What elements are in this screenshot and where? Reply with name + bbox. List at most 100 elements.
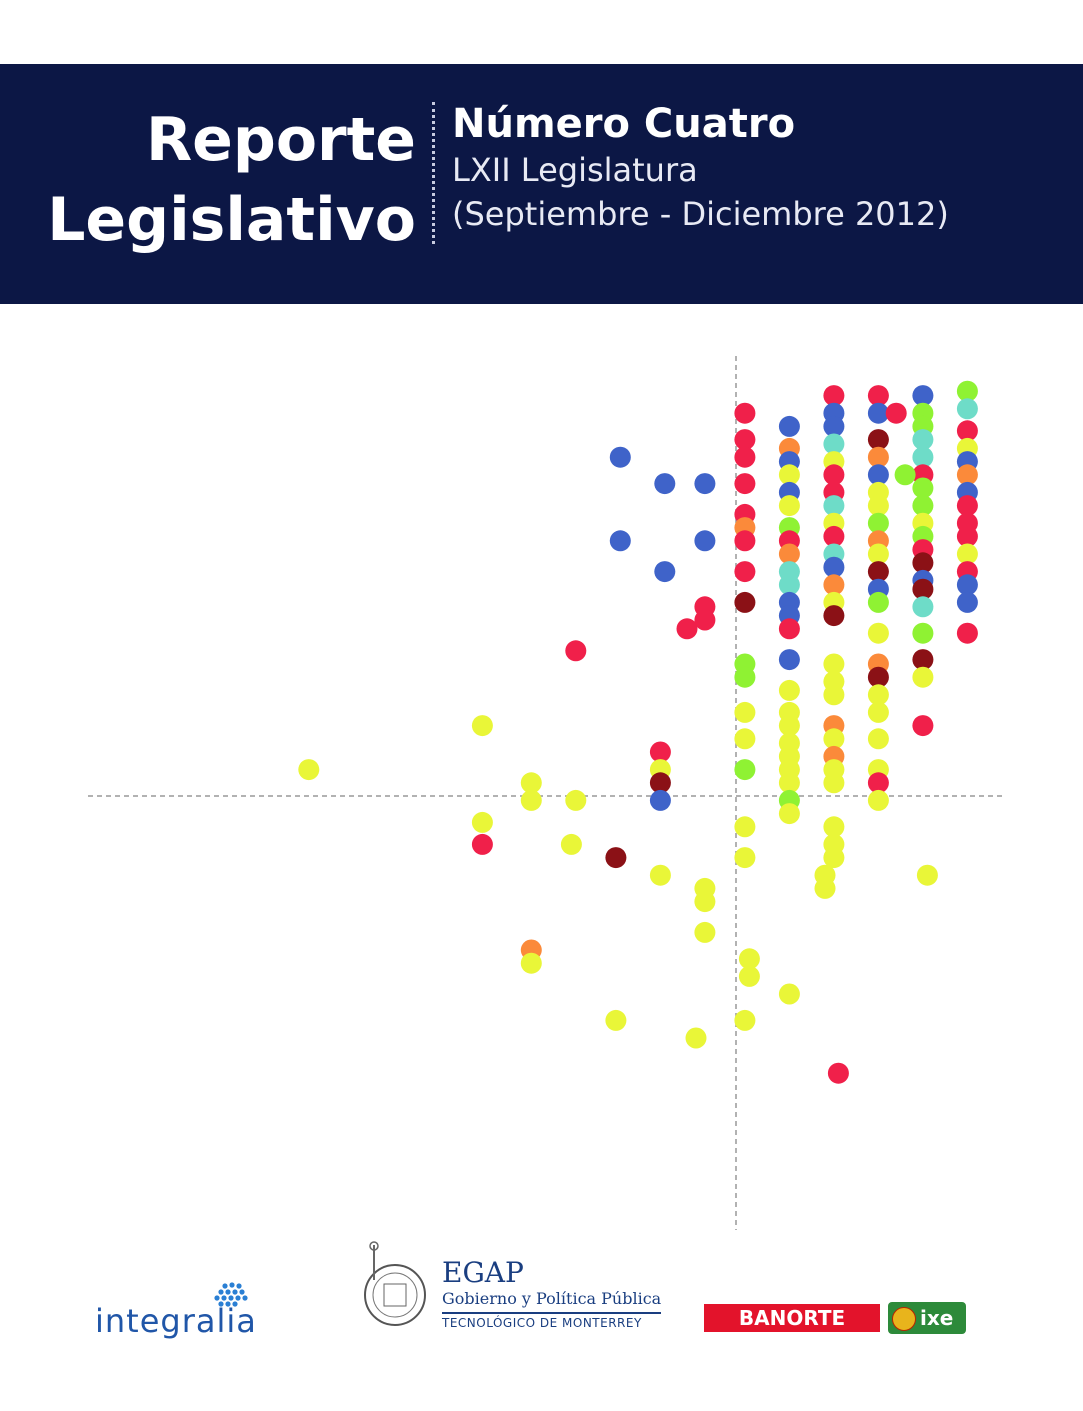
- data-point-34: [778, 679, 800, 701]
- data-point-142: [471, 715, 493, 737]
- data-point-87: [867, 622, 889, 644]
- data-point-154: [605, 847, 627, 869]
- data-point-158: [694, 921, 716, 943]
- data-point-102: [894, 464, 916, 486]
- data-point-32: [778, 618, 800, 640]
- data-point-115: [912, 715, 934, 737]
- data-point-14: [734, 816, 756, 838]
- data-point-144: [649, 741, 671, 763]
- integralia-logo: integralia: [95, 1280, 305, 1340]
- data-point-16: [738, 948, 760, 970]
- data-point-152: [471, 833, 493, 855]
- data-point-131: [956, 622, 978, 644]
- data-point-143: [298, 759, 320, 781]
- data-point-33: [778, 649, 800, 671]
- data-point-75: [885, 402, 907, 424]
- data-point-76: [867, 429, 889, 451]
- data-point-95: [867, 789, 889, 811]
- data-point-19: [778, 415, 800, 437]
- data-point-44: [823, 385, 845, 407]
- data-point-94: [867, 772, 889, 794]
- data-point-110: [912, 578, 934, 600]
- egap-title: EGAP: [442, 1256, 524, 1289]
- period-label: (Septiembre - Diciembre 2012): [452, 195, 949, 233]
- legislature-label: LXII Legislatura: [452, 151, 698, 189]
- data-point-69: [823, 847, 845, 869]
- title-divider: [432, 102, 435, 244]
- integralia-dots-icon: [214, 1282, 248, 1307]
- data-point-136: [694, 530, 716, 552]
- data-point-90: [867, 684, 889, 706]
- data-point-129: [956, 574, 978, 596]
- ixe-wordmark: ixe: [920, 1306, 954, 1330]
- data-point-149: [520, 789, 542, 811]
- data-point-49: [823, 464, 845, 486]
- data-point-84: [867, 561, 889, 583]
- data-point-71: [814, 877, 836, 899]
- data-point-114: [912, 666, 934, 688]
- data-point-10: [734, 666, 756, 688]
- data-point-55: [823, 556, 845, 578]
- banorte-wordmark: BANORTE: [738, 1306, 846, 1330]
- data-point-147: [649, 789, 671, 811]
- data-point-40: [778, 772, 800, 794]
- header-banner: [0, 64, 1083, 304]
- data-point-56: [823, 574, 845, 596]
- data-point-13: [734, 759, 756, 781]
- data-point-157: [694, 891, 716, 913]
- data-point-2: [734, 446, 756, 468]
- data-point-36: [778, 715, 800, 737]
- data-point-15: [734, 847, 756, 869]
- data-point-29: [778, 574, 800, 596]
- integralia-wordmark: integralia: [95, 1302, 257, 1340]
- data-point-1: [734, 429, 756, 451]
- data-point-137: [654, 561, 676, 583]
- data-point-11: [734, 701, 756, 723]
- data-point-140: [676, 618, 698, 640]
- data-point-111: [912, 596, 934, 618]
- data-point-134: [694, 473, 716, 495]
- data-point-150: [565, 789, 587, 811]
- data-point-104: [912, 495, 934, 517]
- data-point-73: [867, 385, 889, 407]
- data-point-119: [956, 420, 978, 442]
- data-point-74: [867, 402, 889, 424]
- data-point-67: [823, 816, 845, 838]
- data-point-81: [867, 512, 889, 534]
- tec-seal-icon: [364, 1241, 426, 1326]
- data-point-43: [778, 983, 800, 1005]
- data-point-141: [565, 640, 587, 662]
- data-point-148: [520, 772, 542, 794]
- egap-subtitle: Gobierno y Política Pública: [442, 1288, 662, 1314]
- data-point-112: [912, 622, 934, 644]
- data-point-47: [823, 433, 845, 455]
- data-point-72: [827, 1062, 849, 1084]
- data-point-155: [649, 864, 671, 886]
- data-point-58: [823, 605, 845, 627]
- data-point-91: [867, 701, 889, 723]
- ixe-logo: ixe: [888, 1302, 966, 1334]
- data-point-124: [956, 495, 978, 517]
- data-point-133: [654, 473, 676, 495]
- data-point-160: [520, 952, 542, 974]
- data-point-59: [823, 653, 845, 675]
- data-point-27: [778, 543, 800, 565]
- data-point-146: [649, 772, 671, 794]
- data-point-153: [560, 833, 582, 855]
- data-point-103: [912, 477, 934, 499]
- data-point-3: [734, 473, 756, 495]
- data-point-51: [823, 495, 845, 517]
- data-point-42: [778, 803, 800, 825]
- data-point-118: [956, 398, 978, 420]
- data-point-66: [823, 772, 845, 794]
- data-point-7: [734, 561, 756, 583]
- report-subtitle: Número Cuatro LXII Legislatura (Septiemb…: [452, 100, 949, 236]
- data-point-46: [823, 415, 845, 437]
- data-point-89: [867, 666, 889, 688]
- data-point-127: [956, 543, 978, 565]
- data-point-80: [867, 495, 889, 517]
- data-point-6: [734, 530, 756, 552]
- data-point-108: [912, 552, 934, 574]
- data-point-17: [738, 965, 760, 987]
- data-point-18: [734, 1009, 756, 1031]
